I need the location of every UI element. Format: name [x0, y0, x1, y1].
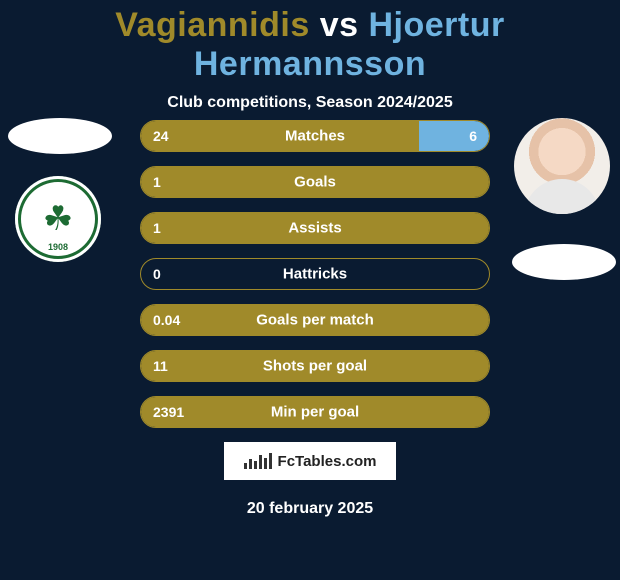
stat-value-left: 11	[153, 358, 168, 374]
stat-row: 2391 Min per goal	[140, 396, 490, 428]
stat-row: 24 6 Matches	[140, 120, 490, 152]
stat-label: Matches	[285, 128, 345, 145]
club-badge-year: 1908	[48, 242, 68, 252]
title-player1: Vagiannidis	[115, 6, 309, 44]
stat-label: Shots per goal	[263, 358, 367, 375]
title-vs: vs	[310, 6, 369, 44]
stat-label: Goals	[294, 174, 336, 191]
stat-value-left: 2391	[153, 404, 184, 420]
stat-row: 0.04 Goals per match	[140, 304, 490, 336]
brand-text: FcTables.com	[278, 453, 377, 470]
player2-club-placeholder	[512, 244, 616, 280]
stat-fill-right	[419, 121, 489, 151]
page-title: Vagiannidis vs Hjoertur Hermannsson	[0, 0, 620, 84]
stat-label: Assists	[288, 220, 341, 237]
date-label: 20 february 2025	[247, 500, 373, 518]
brand-bars-icon	[244, 453, 272, 469]
stat-value-left: 24	[153, 128, 169, 144]
stat-value-left: 0	[153, 266, 161, 282]
stat-label: Goals per match	[256, 312, 374, 329]
subtitle: Club competitions, Season 2024/2025	[0, 94, 620, 112]
stat-value-left: 1	[153, 220, 161, 236]
stat-row: 1 Assists	[140, 212, 490, 244]
player1-club-badge: ☘ 1908	[15, 176, 101, 262]
player-right-column	[512, 118, 612, 280]
shamrock-icon: ☘	[43, 202, 73, 236]
stat-value-left: 0.04	[153, 312, 180, 328]
stat-value-right: 6	[469, 128, 477, 144]
stat-value-left: 1	[153, 174, 161, 190]
stat-row: 1 Goals	[140, 166, 490, 198]
player2-avatar	[514, 118, 610, 214]
stats-table: 24 6 Matches 1 Goals 1 Assists 0 Hattricks 0.04 Go…	[140, 120, 490, 442]
player1-avatar-placeholder	[8, 118, 112, 154]
player-left-column: ☘ 1908	[8, 118, 108, 262]
stat-row: 11 Shots per goal	[140, 350, 490, 382]
stat-label: Hattricks	[283, 266, 347, 283]
stat-fill-left	[141, 121, 419, 151]
stat-row: 0 Hattricks	[140, 258, 490, 290]
stat-label: Min per goal	[271, 404, 359, 421]
brand-badge: FcTables.com	[224, 442, 396, 480]
